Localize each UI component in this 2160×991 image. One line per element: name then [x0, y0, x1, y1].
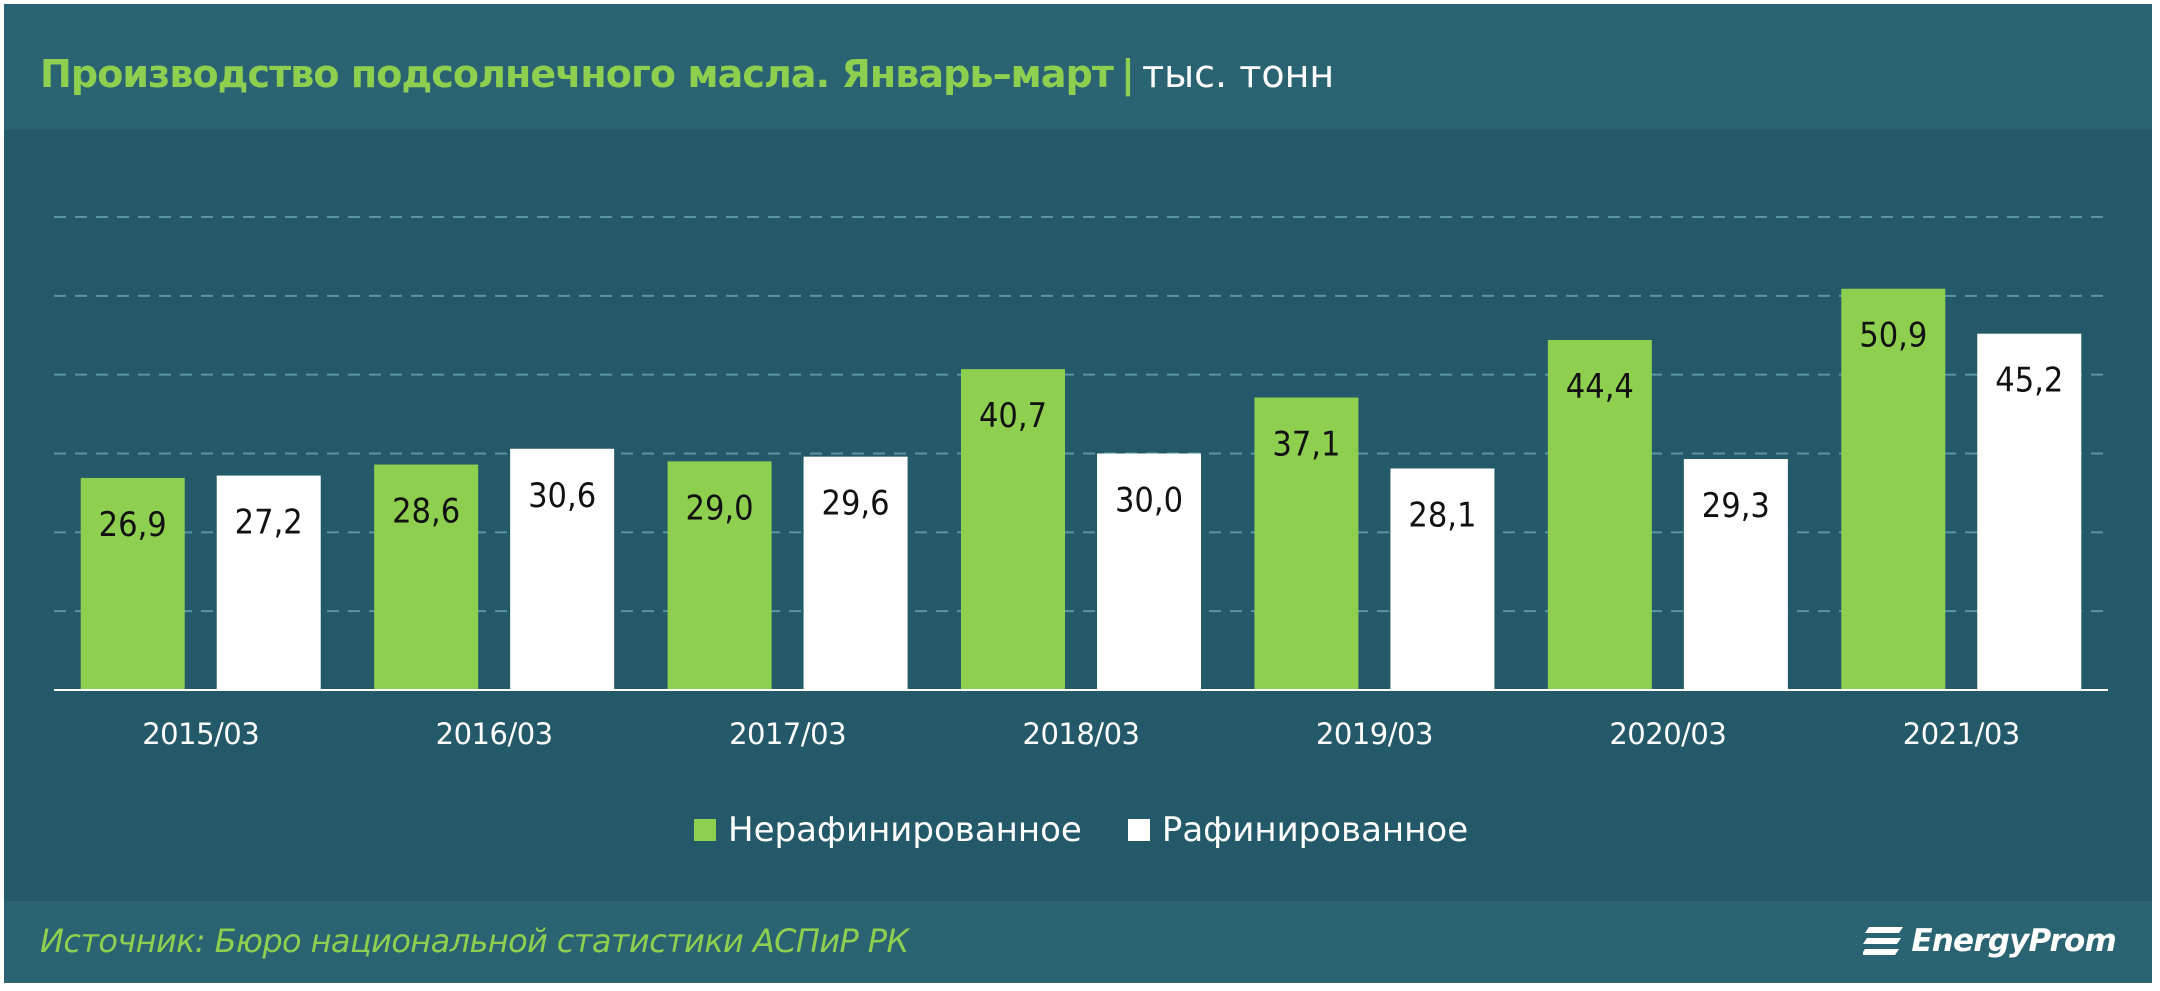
chart-header: Производство подсолнечного масла. Январь…: [4, 4, 2152, 130]
chart-title-line: Производство подсолнечного масла. Январь…: [40, 50, 1334, 98]
bar-unrefined-2015-03: [80, 477, 185, 690]
bar-unrefined-2018-03: [961, 369, 1065, 690]
bar-value-label: 28,1: [1408, 495, 1476, 535]
bar-value-label: 30,6: [528, 476, 596, 516]
bar-unrefined-2020-03: [1547, 339, 1652, 690]
brand-logo: EnergyProm: [1863, 919, 2117, 963]
bars: [80, 288, 2082, 690]
legend-item-refined: Рафинированное: [1127, 810, 1469, 850]
x-tick-label: 2021/03: [1903, 717, 2020, 751]
bar-refined-2015-03: [216, 475, 321, 690]
chart-unit: тыс. тонн: [1142, 52, 1335, 96]
bar-value-label: 26,9: [99, 505, 167, 545]
title-separator: |: [1121, 52, 1135, 96]
bar-chart-plot: 26,9 27,2 28,6 30,6 29,0 29,6 40,7 30,0 37,1 28,1…: [54, 216, 2108, 751]
bar-value-label: 45,2: [1995, 361, 2063, 401]
x-tick-label: 2018/03: [1023, 717, 1140, 751]
bar-value-label: 30,0: [1115, 481, 1183, 521]
bar-value-label: 37,1: [1272, 425, 1340, 465]
legend-swatch-refined: [1127, 819, 1150, 841]
bar-value-label: 44,4: [1566, 367, 1634, 407]
chart-footer: Источник: Бюро национальной статистики А…: [4, 901, 2152, 983]
x-tick-labels: 2015/03 2016/03 2017/03 2018/03 2019/03 2020/…: [142, 717, 2020, 751]
bar-refined-2016-03: [510, 448, 615, 690]
bar-value-label: 29,0: [686, 488, 754, 528]
bar-refined-2020-03: [1683, 459, 1788, 690]
x-tick-label: 2015/03: [142, 717, 259, 751]
source-note: Источник: Бюро национальной статистики А…: [40, 922, 909, 960]
legend: Нерафинированное Рафинированное: [694, 810, 1514, 850]
bar-unrefined-2021-03: [1841, 288, 1946, 690]
x-tick-label: 2016/03: [436, 717, 553, 751]
bar-value-label: 29,6: [822, 484, 890, 524]
legend-swatch-unrefined: [694, 819, 716, 841]
bar-value-labels: 26,9 27,2 28,6 30,6 29,0 29,6 40,7 30,0 37,1 28,1…: [99, 316, 2064, 545]
chart-title: Производство подсолнечного масла. Январь…: [40, 52, 1114, 96]
bar-refined-2021-03: [1977, 333, 2082, 690]
bar-value-label: 50,9: [1859, 316, 1927, 356]
bar-value-label: 28,6: [392, 492, 460, 532]
energyprom-logo-icon: [1863, 927, 1904, 955]
gridlines: [54, 216, 2108, 613]
legend-item-unrefined: Нерафинированное: [694, 810, 1082, 850]
bar-value-label: 40,7: [979, 396, 1047, 436]
x-tick-label: 2017/03: [729, 717, 846, 751]
bar-unrefined-2017-03: [667, 461, 772, 690]
bar-unrefined-2016-03: [374, 464, 479, 690]
brand-name: EnergyProm: [1911, 923, 2116, 959]
legend-label-refined: Рафинированное: [1161, 810, 1469, 850]
bar-unrefined-2019-03: [1254, 397, 1359, 690]
x-tick-label: 2020/03: [1609, 717, 1726, 751]
chart-card: Производство подсолнечного масла. Январь…: [4, 4, 2152, 983]
bar-refined-2018-03: [1097, 453, 1201, 690]
legend-label-unrefined: Нерафинированное: [728, 810, 1082, 850]
x-tick-label: 2019/03: [1316, 717, 1433, 751]
bar-value-label: 27,2: [235, 503, 303, 543]
bar-refined-2017-03: [803, 456, 908, 690]
bar-refined-2019-03: [1390, 468, 1495, 690]
bar-value-label: 29,3: [1702, 486, 1770, 526]
